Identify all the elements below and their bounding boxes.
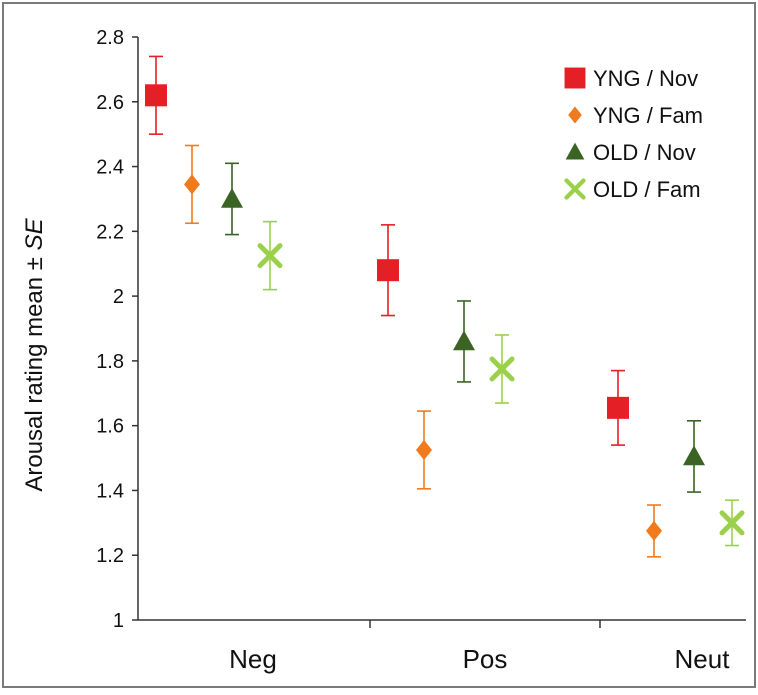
legend-item: YNG / Nov <box>564 66 698 91</box>
x-category-label: Pos <box>463 644 508 674</box>
cross-stroke <box>719 510 745 536</box>
legend-item: OLD / Nov <box>565 140 696 165</box>
data-point-cross <box>564 178 586 200</box>
y-axis-title-italic: SE <box>21 217 48 250</box>
y-tick-label: 1.2 <box>96 545 124 567</box>
data-point-triangle <box>221 187 243 208</box>
y-tick-label: 1.8 <box>96 351 124 373</box>
y-tick-label: 2.4 <box>96 157 124 179</box>
data-point-triangle <box>453 330 475 351</box>
data-point-diamond <box>184 174 200 195</box>
cross-stroke <box>564 178 586 200</box>
series-3 <box>257 220 745 547</box>
y-tick-label: 1.6 <box>96 416 124 438</box>
series-2 <box>221 162 705 493</box>
legend: YNG / Nov YNG / Fam OLD / Nov OLD / Fam <box>564 66 703 202</box>
series-0 <box>145 55 629 446</box>
cross-stroke <box>257 243 283 269</box>
y-axis-title: Arousal rating mean ± SE <box>21 217 48 491</box>
data-point-diamond <box>568 106 582 124</box>
legend-label: YNG / Nov <box>593 66 698 91</box>
series-1 <box>184 144 662 558</box>
legend-label: YNG / Fam <box>593 103 703 128</box>
y-tick-label: 2 <box>113 286 124 308</box>
data-point-diamond <box>416 439 432 460</box>
y-axis-title-main: Arousal rating mean ± <box>21 250 48 491</box>
data-point-triangle <box>565 142 585 160</box>
data-point-square <box>607 396 629 419</box>
data-point-cross <box>719 510 745 536</box>
axes-layer: 1 1.2 1.4 1.6 1.8 2 2.2 2.4 2.6 2.8 Neg Pos Neut <box>96 27 746 674</box>
y-tick-label: 1.4 <box>96 480 124 502</box>
data-point-square <box>377 259 399 282</box>
x-category-label: Neg <box>229 644 277 674</box>
data-point-cross <box>257 243 283 269</box>
data-point-cross <box>489 356 515 382</box>
data-point-square <box>564 67 586 89</box>
y-tick-label: 2.8 <box>96 27 124 49</box>
y-tick-label: 2.6 <box>96 92 124 114</box>
legend-item: YNG / Fam <box>568 103 703 128</box>
legend-item: OLD / Fam <box>564 177 701 202</box>
data-point-square <box>145 84 167 107</box>
legend-label: OLD / Nov <box>593 140 696 165</box>
y-tick-label: 1 <box>113 610 124 632</box>
marks-layer <box>145 55 745 558</box>
data-point-diamond <box>646 520 662 541</box>
cross-stroke <box>489 356 515 382</box>
data-point-triangle <box>683 445 705 466</box>
legend-label: OLD / Fam <box>593 177 701 202</box>
x-category-label: Neut <box>675 644 731 674</box>
y-tick-label: 2.2 <box>96 221 124 243</box>
